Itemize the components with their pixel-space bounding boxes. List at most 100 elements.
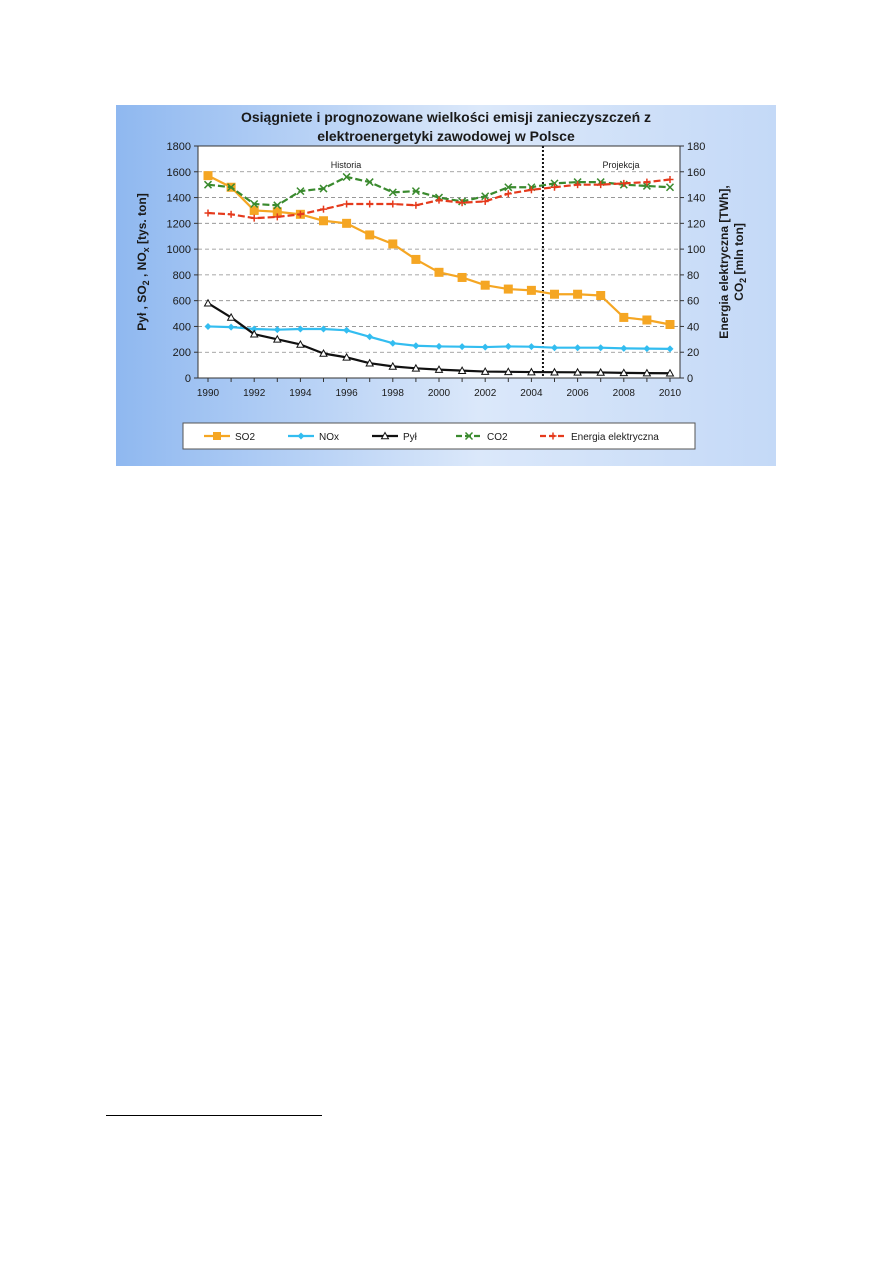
data-point-s0-2001 [457,272,467,282]
data-point-s0-2002 [480,280,490,290]
y-right-tick-label: 120 [687,218,705,230]
y-right-label-prefix: CO [732,283,746,301]
data-point-s0-2010 [665,320,675,330]
data-point-s3-1991 [227,183,236,192]
data-point-s2-2004 [527,367,536,376]
data-point-s2-1990 [203,298,213,307]
data-point-s4-1999 [412,201,420,209]
data-point-s0-2000 [434,267,444,277]
data-point-s4-1990 [204,209,212,217]
data-point-s3-1997 [365,178,374,187]
data-point-s0-2008 [619,312,629,322]
data-point-s4-2007 [597,181,605,189]
data-point-s3-2005-stroke-b [550,179,559,188]
data-point-s1-1991 [227,323,235,331]
data-point-s3-2002-stroke-b [481,192,490,201]
data-point-s2-1997 [365,358,375,367]
data-point-s1-1994 [296,325,304,333]
data-point-s3-2010 [665,183,675,192]
data-point-s1-1995 [320,325,327,333]
y-left-tick-label: 800 [173,270,191,282]
data-point-s4-1995 [320,205,327,213]
y-axis-right-label-line-2: CO2 [mln ton] [732,223,748,301]
data-point-s2-2003 [503,367,513,376]
y-left-tick-label: 600 [173,296,191,308]
legend-label: NOx [319,432,339,443]
data-point-s4-2003 [504,190,512,198]
data-point-s1-1999 [412,342,420,350]
data-point-s1-2002 [481,343,489,351]
data-point-s1-1992 [250,325,258,333]
data-point-s0-1998 [388,239,398,249]
data-point-s3-2003-stroke-b [504,183,513,192]
y-right-label-suffix: [mln ton] [732,223,746,278]
data-point-s4-2005 [551,183,558,191]
y-left-tick-label: 1600 [167,167,191,179]
y-axis-left-label: Pył , SO2 , NOx [tys. ton] [135,193,151,330]
data-point-s4-2009 [643,178,651,186]
y-right-tick-label: 0 [687,373,693,385]
data-point-s0-2005 [550,289,559,299]
legend-swatch-marker-4 [549,432,557,440]
data-point-s3-1996 [342,172,351,181]
data-point-s4-2001 [458,199,466,207]
data-point-s2-1996 [342,352,351,361]
x-tick-label: 2004 [520,388,543,399]
x-tick-label: 2000 [428,388,451,399]
footnote-separator [106,1115,322,1116]
data-point-s4-1991 [227,210,235,218]
legend-box [182,422,696,450]
data-point-s3-1999 [411,187,420,196]
data-point-s3-1990 [203,180,213,189]
data-point-s3-2003 [504,183,513,192]
data-point-s4-1993 [273,213,281,221]
data-point-s1-2006 [574,344,582,352]
data-point-s4-1998 [389,200,397,208]
data-point-s0-1990 [203,171,213,181]
data-point-s1-2000 [435,342,443,350]
data-point-s3-1996-stroke-b [342,172,351,181]
data-point-s0-1997 [365,230,375,240]
data-point-s0-1999 [411,254,421,264]
data-point-s4-1997 [366,200,374,208]
data-point-s1-1993 [273,326,281,334]
legend: SO2 NOx Pył CO2 Energia elektryczna [182,422,696,450]
y-axis-right-label-line-1: Energia elektryczna [TWh], [717,185,731,338]
data-point-s0-2007 [596,291,606,301]
y-right-tick-label: 160 [687,167,705,179]
data-point-s4-2010 [666,176,674,184]
data-point-s2-2008 [619,368,629,377]
y-left-tick-label: 400 [173,321,191,333]
data-point-s0-2009 [642,315,652,325]
x-tick-label: 1994 [289,388,312,399]
data-point-s4-2002 [481,197,489,205]
data-point-s2-2009 [642,368,652,377]
y-left-label-suffix: [tys. ton] [135,193,149,247]
data-point-s3-1990-stroke-b [203,180,213,189]
data-point-s4-2004 [527,186,535,194]
data-point-s3-1991-stroke-b [227,183,236,192]
y-left-tick-label: 1200 [167,218,191,230]
y-right-tick-label: 180 [687,141,705,153]
x-tick-label: 1990 [197,388,220,399]
y-left-tick-label: 1800 [167,141,191,153]
data-point-s2-1999 [411,363,421,372]
data-point-s1-1996 [343,326,351,334]
region-label-history: Historia [331,160,362,170]
data-point-s2-2005 [550,367,559,376]
emissions-line-chart: 0 200 400 600 800 1000 1200 1400 1600 1800 0 20 40 60… [116,105,776,466]
data-point-s3-1993 [273,201,282,210]
y-left-label-mid: , NO [135,252,149,280]
y-right-tick-label: 60 [687,296,699,308]
chart-figure: 0 200 400 600 800 1000 1200 1400 1600 1800 0 20 40 60… [116,105,776,466]
data-point-s1-2010 [666,345,674,353]
data-point-s3-2009-stroke-b [642,181,651,190]
data-point-s4-2000 [435,196,443,204]
data-point-s2-1995 [319,348,328,357]
data-point-s1-2001 [458,343,466,351]
data-point-s4-1996 [343,200,351,208]
legend-swatch-marker-0 [213,432,221,440]
data-point-s2-2007 [596,367,606,376]
data-point-s3-2010-stroke-b [665,183,675,192]
data-point-s2-1998 [388,361,398,370]
